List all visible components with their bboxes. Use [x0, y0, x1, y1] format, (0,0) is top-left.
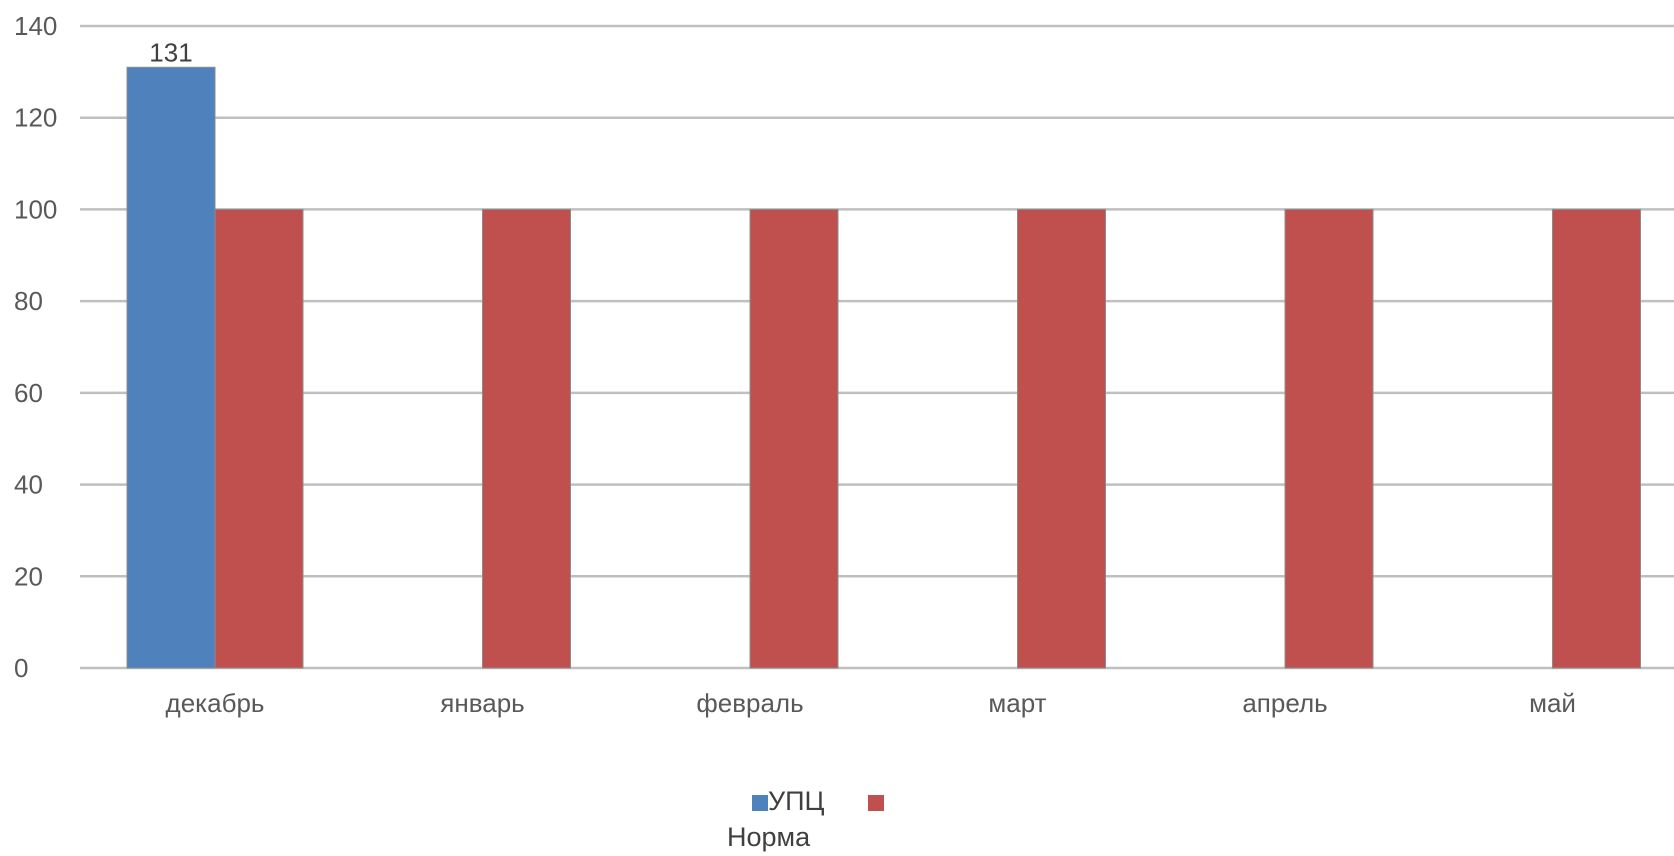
- bar-norma-4: [1284, 208, 1374, 669]
- legend: УПЦ Норма: [0, 776, 1674, 856]
- bar-norma-3: [1017, 208, 1106, 669]
- y-tick-label-0: 0: [14, 653, 28, 683]
- x-category-label-1: январь: [440, 688, 524, 718]
- bar-norma-0: [214, 208, 304, 669]
- bars: [126, 66, 1641, 669]
- y-tick-label-100: 100: [14, 194, 57, 224]
- bar-norma-1: [482, 208, 571, 669]
- data-labels: 131: [149, 37, 192, 67]
- bar-norma-2: [749, 208, 839, 669]
- y-tick-label-60: 60: [14, 378, 43, 408]
- x-category-label-3: март: [988, 688, 1046, 718]
- x-category-label-0: декабрь: [166, 688, 265, 718]
- bar-norma-5: [1552, 208, 1641, 669]
- legend-swatch-norma: [868, 794, 884, 811]
- legend-swatch-norma-item: [868, 786, 884, 817]
- legend-swatch-upc: [752, 794, 768, 811]
- y-tick-label-140: 140: [14, 11, 57, 41]
- data-label-0: 131: [149, 37, 192, 67]
- bar-upc-0: [126, 66, 216, 669]
- legend-item-upc: УПЦ: [752, 786, 825, 817]
- y-tick-label-20: 20: [14, 561, 43, 591]
- y-axis-tick-labels: 0 20 40 60 80 100 120 140: [14, 11, 57, 683]
- legend-label-upc: УПЦ: [768, 786, 825, 816]
- x-category-label-5: май: [1529, 688, 1576, 718]
- y-tick-label-40: 40: [14, 470, 43, 500]
- x-axis-category-labels: декабрь январь февраль март апрель май: [166, 688, 1576, 718]
- gridlines: [80, 24, 1674, 670]
- legend-label-norma: Норма: [727, 822, 811, 852]
- x-category-label-4: апрель: [1242, 688, 1327, 718]
- x-category-label-2: февраль: [696, 688, 803, 718]
- y-tick-label-120: 120: [14, 103, 57, 133]
- y-tick-label-80: 80: [14, 286, 43, 316]
